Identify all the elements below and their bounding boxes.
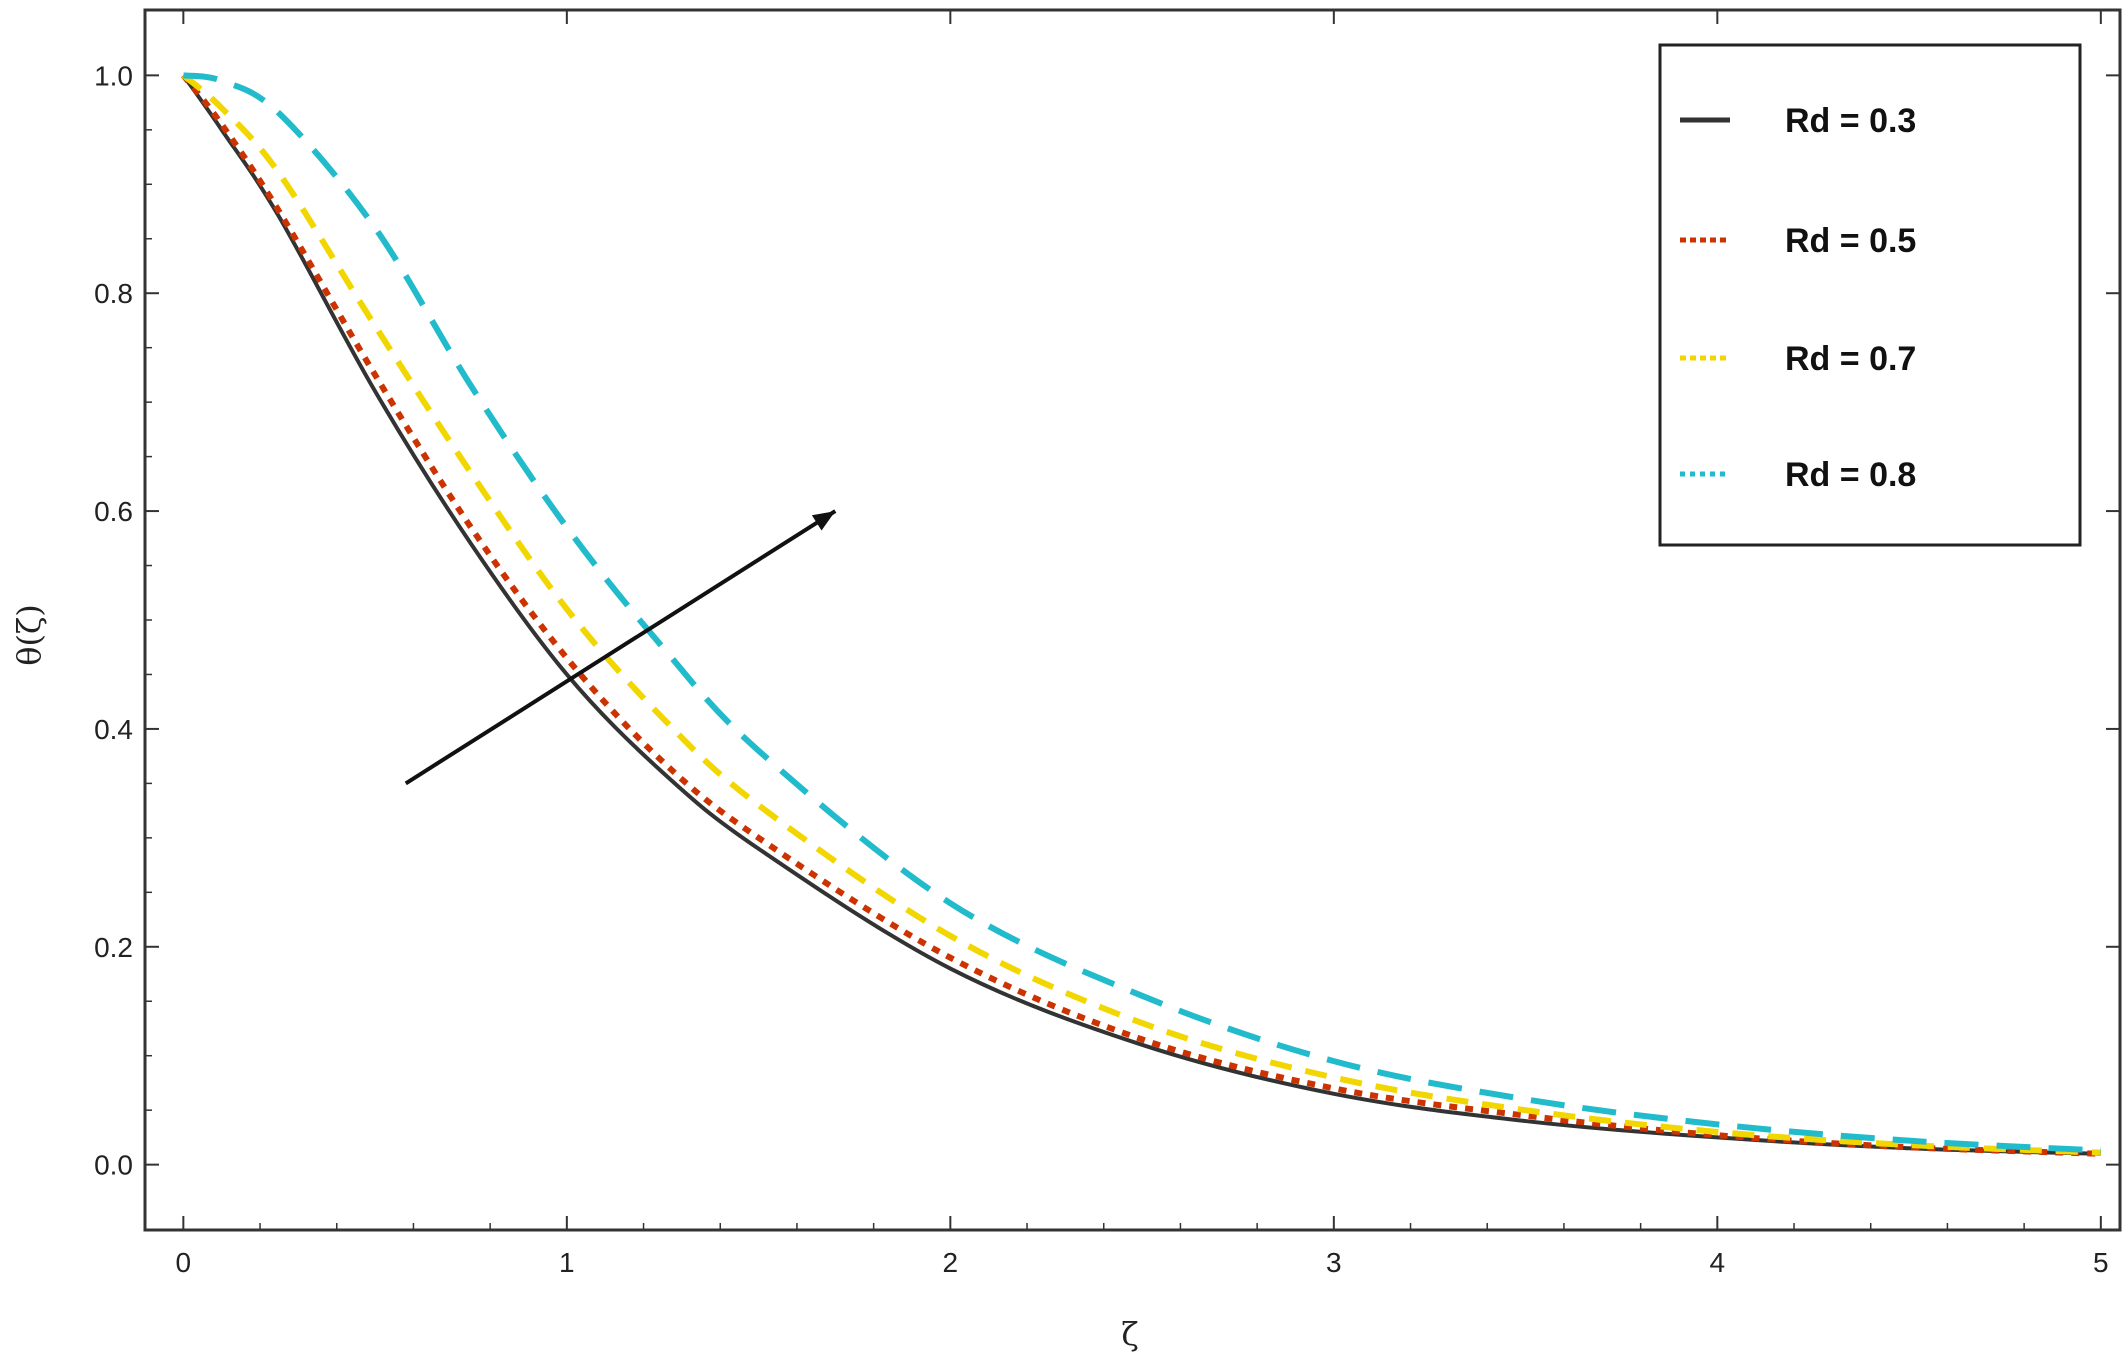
y-tick-label: 0.6 xyxy=(94,496,133,527)
y-tick-label: 0.8 xyxy=(94,278,133,309)
y-tick-label: 0.0 xyxy=(94,1150,133,1181)
x-tick-label: 5 xyxy=(2093,1247,2109,1278)
series-line-1 xyxy=(180,73,2101,1157)
axis-ticks: 0 1 2 3 4 5 0.0 0.2 0.4 0.6 0.8 1.0 xyxy=(94,10,2120,1278)
y-tick-label: 0.2 xyxy=(94,932,133,963)
y-tick-label: 0.4 xyxy=(94,714,133,745)
legend-label-1: Rd = 0.5 xyxy=(1785,222,1916,260)
y-tick-label: 1.0 xyxy=(94,60,133,91)
y-axis-label: θ(ζ) xyxy=(10,604,48,666)
arrow-shaft xyxy=(404,509,837,786)
legend-label-3: Rd = 0.8 xyxy=(1785,456,1916,494)
x-tick-label: 2 xyxy=(943,1247,959,1278)
legend-label-2: Rd = 0.7 xyxy=(1785,340,1916,378)
x-tick-label: 3 xyxy=(1326,1247,1342,1278)
legend-box xyxy=(1658,43,2082,547)
x-tick-label: 4 xyxy=(1710,1247,1726,1278)
x-tick-label: 1 xyxy=(559,1247,575,1278)
series-line-2 xyxy=(181,73,2101,1156)
arrow-head xyxy=(811,511,836,531)
series-group xyxy=(180,72,2101,1157)
legend-label-0: Rd = 0.3 xyxy=(1785,102,1916,140)
x-tick-label: 0 xyxy=(176,1247,192,1278)
x-axis-label: ζ xyxy=(1121,1315,1138,1353)
annotation-arrow xyxy=(404,509,837,786)
legend: Rd = 0.3 Rd = 0.5 Rd = 0.7 Rd = 0.8 xyxy=(1658,43,2082,547)
